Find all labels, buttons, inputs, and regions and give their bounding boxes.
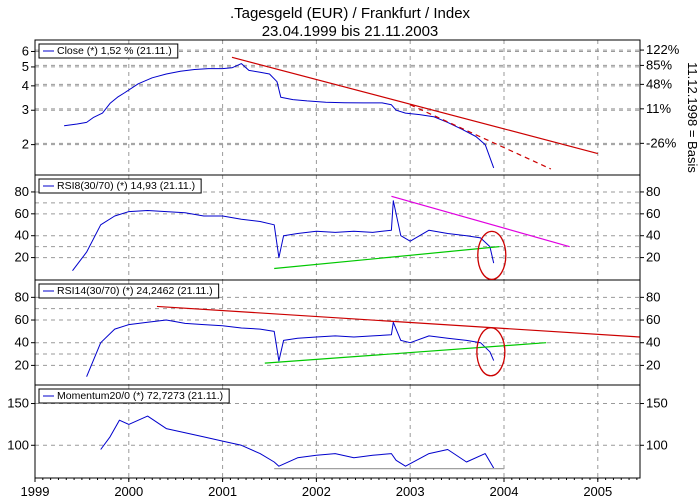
x-tick-label: 2005	[583, 484, 612, 499]
trendline	[264, 342, 547, 364]
series-line-rsi14	[86, 319, 495, 377]
x-tick-label: 2000	[114, 484, 143, 499]
trendline	[274, 246, 500, 270]
right-tick-label: 150	[646, 396, 668, 411]
right-tick-label: 60	[646, 312, 660, 327]
legend-rsi8: RSI8(30/70) (*) 14,93 (21.11.)	[38, 178, 202, 194]
legend-label: Momentum20/0 (*) 72,7273 (21.11.)	[57, 390, 223, 402]
series-line-momentum	[100, 415, 495, 469]
left-tick-label: 80	[15, 184, 29, 199]
panel-rsi14: 80 60 40 20 80 60 40 20 RSI14(30/70) (*) 24,2462…	[15, 279, 660, 386]
trendline	[409, 104, 552, 170]
legend-momentum: Momentum20/0 (*) 72,7273 (21.11.)	[38, 388, 230, 404]
panel-plot-area	[64, 56, 598, 170]
left-tick-label: 5	[22, 59, 29, 74]
left-tick-label: 40	[15, 228, 29, 243]
panel-plot-area	[72, 195, 570, 272]
panel-frame	[34, 384, 641, 479]
left-tick-label: 40	[15, 335, 29, 350]
right-tick-label: 60	[646, 206, 660, 221]
left-tick-label: 80	[15, 289, 29, 304]
legend-close: Close (*) 1,52 % (21.11.)	[38, 43, 179, 59]
legend-box	[38, 283, 220, 299]
panel-plot-area	[100, 415, 504, 470]
legend-label: RSI14(30/70) (*) 24,2462 (21.11.)	[57, 285, 213, 297]
x-tick-label: 1999	[21, 484, 50, 499]
right-tick-label: 48%	[646, 76, 672, 91]
highlight-circle	[477, 230, 507, 281]
left-tick-label: 60	[15, 206, 29, 221]
right-tick-label: 80	[646, 289, 660, 304]
trendline	[156, 305, 640, 338]
right-tick-label: 11%	[646, 101, 671, 116]
x-tick-label: 2001	[208, 484, 237, 499]
left-tick-label: 4	[22, 78, 29, 93]
highlight-circle	[476, 327, 506, 377]
left-tick-label: 2	[22, 137, 29, 152]
legend-rsi14: RSI14(30/70) (*) 24,2462 (21.11.)	[38, 283, 220, 299]
left-tick-label: 20	[15, 250, 29, 265]
left-tick-label: 3	[22, 102, 29, 117]
left-tick-label: 20	[15, 357, 29, 372]
chart-layer: 65 4 3 2 122%85% 48% 11% -26% Close (*) 1,52 % (…	[7, 39, 700, 499]
right-tick-label: 20	[646, 357, 660, 372]
panel-close: 65 4 3 2 122%85% 48% 11% -26% Close (*) 1,52 % (…	[22, 39, 700, 176]
right-tick-label: 122%	[646, 42, 680, 57]
left-tick-label: 100	[7, 437, 29, 452]
right-tick-label: -26%	[646, 135, 677, 150]
right-tick-label: 100	[646, 437, 668, 452]
panel-momentum: 150 100 150 100 Momentum20/0 (*) 72,7273 (21…	[7, 384, 668, 479]
series-line-close	[64, 63, 495, 169]
trendline	[391, 195, 570, 248]
legend-box	[38, 388, 230, 404]
x-tick-label: 2004	[490, 484, 519, 499]
x-tick-label: 2003	[396, 484, 425, 499]
right-tick-label: 40	[646, 228, 660, 243]
trendline	[231, 56, 598, 155]
right-tick-label: 20	[646, 250, 660, 265]
chart-subtitle: 23.04.1999 bis 21.11.2003	[262, 23, 439, 40]
right-tick-label: 40	[646, 335, 660, 350]
right-tick-label: 80	[646, 184, 660, 199]
legend-label: Close (*) 1,52 % (21.11.)	[57, 45, 172, 57]
right-tick-label: 85%	[646, 57, 672, 72]
panel-plot-area	[86, 305, 640, 377]
x-tick-label: 2002	[302, 484, 331, 499]
series-line-rsi8	[72, 200, 495, 272]
left-tick-label: 60	[15, 312, 29, 327]
panel-rsi8: 80 60 40 20 80 60 40 20 RSI8(30/70) (*) 14,93 (2…	[15, 174, 660, 281]
legend-box	[38, 43, 179, 59]
chart-title: .Tagesgeld (EUR) / Frankfurt / Index	[230, 5, 471, 22]
panel-frame	[34, 39, 641, 176]
right-axis-label: 11.12.1998 = Basis	[685, 62, 700, 173]
legend-label: RSI8(30/70) (*) 14,93 (21.11.)	[57, 180, 195, 192]
left-tick-label: 150	[7, 396, 29, 411]
left-tick-label: 6	[22, 43, 29, 58]
legend-box	[38, 178, 202, 194]
